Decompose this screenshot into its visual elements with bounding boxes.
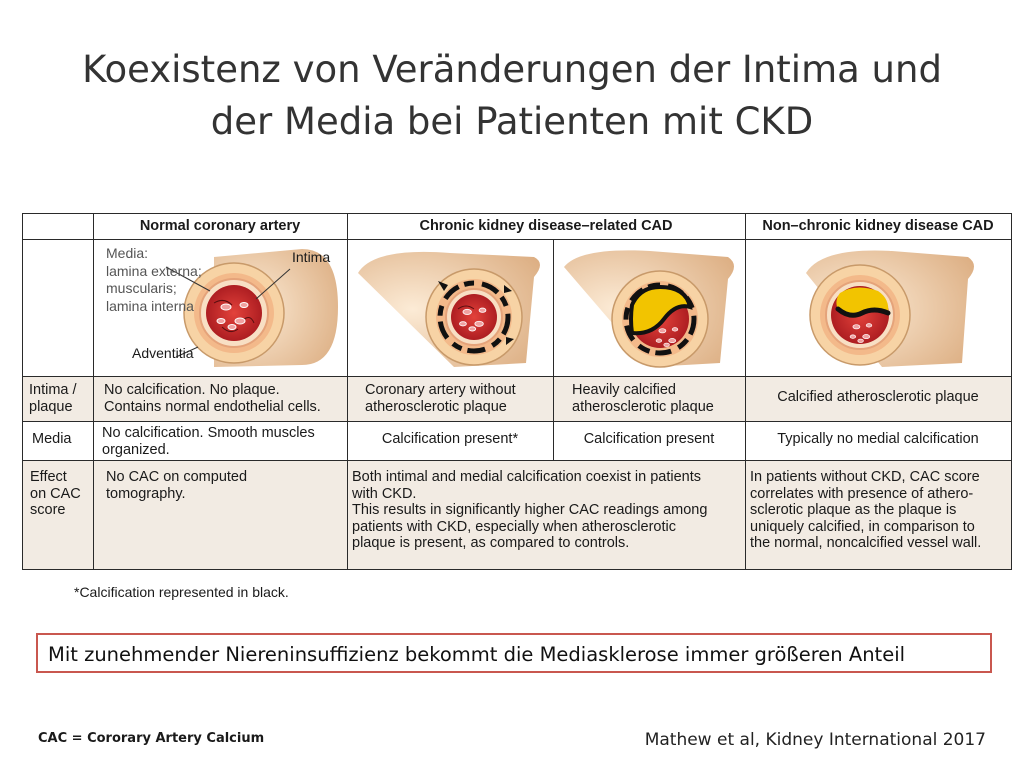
- table-col-divider: [93, 213, 94, 570]
- key-message-callout: Mit zunehmender Niereninsuffizienz bekom…: [36, 633, 992, 673]
- row-label-effect-on-cac-score: Effect on CAC score: [30, 469, 81, 518]
- media-ckd-no-plaque-cell: Calcification present*: [381, 431, 519, 447]
- source-citation: Mathew et al, Kidney International 2017: [644, 730, 986, 750]
- slide-title-line-1: Koexistenz von Veränderungen der Intima …: [82, 48, 942, 91]
- intima-label: Intima: [292, 249, 331, 265]
- media-normal-cell: No calcification. Smooth muscles organiz…: [102, 425, 315, 458]
- intima-ckd-calcified-cell: Heavily calcified atherosclerotic plaque: [572, 382, 714, 415]
- key-message-text: Mit zunehmender Niereninsuffizienz bekom…: [48, 643, 906, 666]
- table-row-divider: [22, 421, 1012, 422]
- media-row-band: [22, 421, 1012, 460]
- intima-non-ckd-cell: Calcified atherosclerotic plaque: [777, 389, 979, 405]
- table-col-divider: [347, 213, 348, 570]
- table-border-bottom: [22, 569, 1012, 570]
- effect-non-ckd-cell: In patients without CKD, CAC score corre…: [750, 469, 982, 551]
- table-border-right: [1011, 213, 1012, 570]
- table-col-divider: [553, 239, 554, 460]
- slide-title-line-2: der Media bei Patienten mit CKD: [210, 100, 814, 143]
- table-header-row: [22, 213, 1012, 239]
- ckd-artery-no-plaque-illustration: [358, 251, 540, 367]
- normal-artery-illustration: [165, 249, 338, 367]
- media-non-ckd-cell: Typically no medial calcification: [777, 431, 979, 447]
- header-normal-coronary-artery: Normal coronary artery: [139, 218, 301, 234]
- table-row-divider: [22, 376, 1012, 377]
- header-non-ckd-cad: Non–chronic kidney disease CAD: [762, 218, 994, 234]
- abbreviation-note: CAC = Cororary Artery Calcium: [38, 731, 265, 746]
- table-border-top: [22, 213, 1012, 214]
- media-label: Media: lamina externa; muscularis; lamin…: [106, 245, 202, 314]
- adventitia-label: Adventitia: [132, 345, 194, 361]
- non-ckd-artery-plaque-illustration: [806, 250, 974, 367]
- row-label-intima-plaque: Intima / plaque: [29, 382, 77, 415]
- table-row-divider: [22, 460, 1012, 461]
- comparison-table: Normal coronary artery Chronic kidney di…: [22, 213, 1012, 570]
- ckd-artery-calcified-plaque-illustration: [564, 250, 734, 368]
- intima-normal-cell: No calcification. No plaque. Contains no…: [104, 382, 321, 415]
- table-border-left: [22, 213, 23, 570]
- table-footnote: *Calcification represented in black.: [74, 584, 289, 600]
- media-ckd-calcified-cell: Calcification present: [583, 431, 715, 447]
- row-label-media: Media: [32, 431, 72, 447]
- table-header-divider: [22, 239, 1012, 240]
- effect-normal-cell: No CAC on computed tomography.: [106, 469, 248, 502]
- effect-ckd-cell: Both intimal and medial calcification co…: [352, 469, 708, 551]
- slide-title: Koexistenz von Veränderungen der Intima …: [40, 44, 984, 148]
- header-ckd-related-cad: Chronic kidney disease–related CAD: [419, 218, 673, 234]
- table-col-divider: [745, 213, 746, 570]
- intima-ckd-no-plaque-cell: Coronary artery without atherosclerotic …: [365, 382, 516, 415]
